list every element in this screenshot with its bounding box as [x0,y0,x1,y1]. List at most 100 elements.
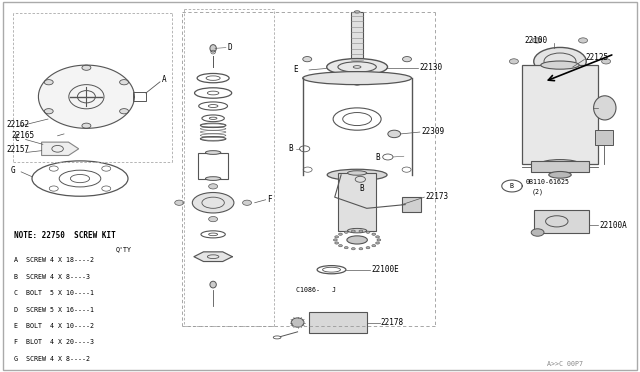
Text: 22165: 22165 [12,131,35,140]
Bar [522,65,598,164]
Text: C1086-   J: C1086- J [296,287,337,293]
Text: F  BLOT  4 X 20----3: F BLOT 4 X 20----3 [14,339,94,345]
Circle shape [376,236,380,238]
Circle shape [359,248,363,250]
Ellipse shape [327,169,387,180]
Circle shape [532,38,541,43]
Text: (2): (2) [531,188,543,195]
Text: C: C [14,134,19,143]
Circle shape [351,248,355,250]
Text: B: B [288,144,292,153]
Text: E: E [293,65,298,74]
Circle shape [344,247,348,249]
Text: A: A [162,76,166,84]
Polygon shape [42,142,79,155]
Circle shape [509,59,518,64]
Circle shape [579,38,588,43]
Circle shape [120,80,129,85]
Circle shape [120,109,129,114]
Text: 22173: 22173 [426,192,449,201]
Ellipse shape [348,171,367,175]
Circle shape [376,242,380,244]
Text: 22130: 22130 [419,63,442,72]
Bar [309,312,367,333]
Ellipse shape [347,236,367,244]
Text: 22162: 22162 [6,120,29,129]
Text: B: B [510,183,514,189]
Circle shape [209,184,218,189]
Ellipse shape [548,171,572,178]
Circle shape [366,247,370,249]
Ellipse shape [541,160,579,168]
Circle shape [335,236,339,238]
Text: 22100: 22100 [525,36,548,45]
Circle shape [388,130,401,138]
Circle shape [532,80,541,85]
Circle shape [339,244,342,247]
Circle shape [372,244,376,247]
Circle shape [44,109,53,114]
Text: B: B [375,153,380,162]
Circle shape [243,200,252,205]
Text: 22178: 22178 [381,318,404,327]
Circle shape [403,57,412,62]
Text: D: D [227,43,232,52]
Bar [338,173,376,231]
Bar [402,197,421,212]
Text: 22125: 22125 [586,53,609,62]
Text: A  SCREW 4 X 18----2: A SCREW 4 X 18----2 [14,257,94,263]
Circle shape [333,239,337,241]
Bar [133,92,146,101]
Text: NOTE: 22750  SCREW KIT: NOTE: 22750 SCREW KIT [14,231,116,240]
Circle shape [335,242,339,244]
Text: B  SCREW 4 X 8----3: B SCREW 4 X 8----3 [14,274,90,280]
Circle shape [303,57,312,62]
Circle shape [377,239,381,241]
Circle shape [353,80,362,85]
Circle shape [531,229,544,236]
Text: Q'TY: Q'TY [115,246,131,252]
Ellipse shape [291,318,304,327]
Ellipse shape [210,281,216,288]
Polygon shape [38,65,134,128]
Bar [351,12,363,63]
Ellipse shape [594,96,616,120]
Circle shape [82,65,91,70]
Circle shape [44,80,53,85]
Bar [595,130,613,145]
Text: F: F [267,195,271,204]
Circle shape [339,233,342,235]
Ellipse shape [355,11,360,13]
Ellipse shape [541,61,579,69]
Ellipse shape [205,151,221,154]
Ellipse shape [348,228,367,233]
Circle shape [359,230,363,232]
Ellipse shape [303,71,412,84]
Polygon shape [194,252,232,262]
Bar [534,210,589,232]
Circle shape [579,80,588,85]
Text: 22100E: 22100E [371,265,399,274]
Ellipse shape [210,45,216,52]
Text: D  SCREW 5 X 16----1: D SCREW 5 X 16----1 [14,307,94,312]
Circle shape [209,217,218,222]
Text: E  BOLT  4 X 10----2: E BOLT 4 X 10----2 [14,323,94,329]
Text: 22157: 22157 [6,145,29,154]
Circle shape [344,231,348,233]
Text: G: G [11,166,15,175]
Circle shape [602,59,611,64]
Ellipse shape [534,47,586,75]
Circle shape [175,200,184,205]
Text: A>>C 00P7: A>>C 00P7 [547,361,583,367]
Ellipse shape [327,58,388,75]
Bar [198,153,228,179]
Text: G  SCREW 4 X 8----2: G SCREW 4 X 8----2 [14,356,90,362]
Text: 22100A: 22100A [600,221,627,230]
Circle shape [372,233,376,235]
Circle shape [82,123,91,128]
Text: 22309: 22309 [421,127,444,136]
Text: C  BOLT  5 X 10----1: C BOLT 5 X 10----1 [14,290,94,296]
Ellipse shape [205,177,221,180]
Ellipse shape [192,193,234,213]
Text: B: B [359,184,364,193]
